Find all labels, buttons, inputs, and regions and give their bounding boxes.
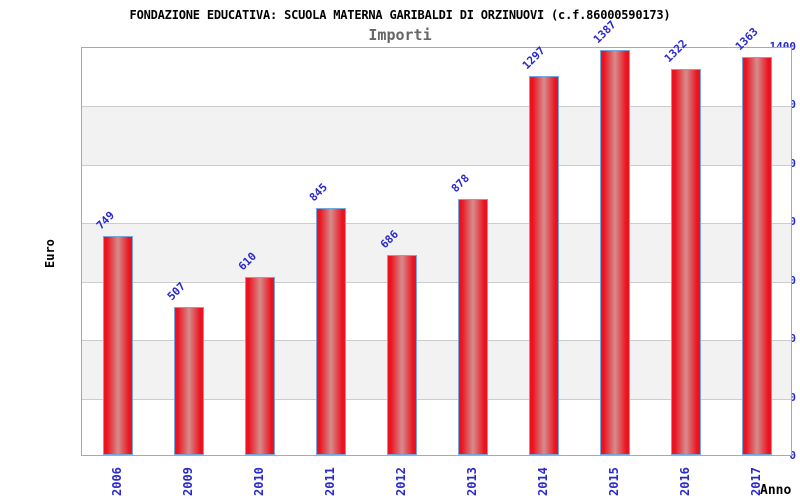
x-tick-label: 2012 <box>393 467 408 496</box>
x-tick-label: 2006 <box>109 467 124 496</box>
x-tick-label: 2016 <box>678 467 693 496</box>
x-tick-label: 2014 <box>536 467 551 496</box>
bar-2012 <box>386 254 417 455</box>
chart-title: FONDAZIONE EDUCATIVA: SCUOLA MATERNA GAR… <box>129 8 671 22</box>
y-tick-label: 0 <box>789 449 796 462</box>
x-tick-label: 2011 <box>322 467 337 496</box>
x-tick-label: 2013 <box>465 467 480 496</box>
bar-2006 <box>102 236 133 455</box>
x-tick-label: 2015 <box>607 467 622 496</box>
bar-2009 <box>173 306 204 455</box>
bar-2017 <box>742 56 773 455</box>
bar-2016 <box>671 68 702 455</box>
bar-2013 <box>458 198 489 455</box>
gridline <box>82 281 791 283</box>
x-tick-label: 2009 <box>180 467 195 496</box>
bar-2011 <box>315 208 346 455</box>
bar-2015 <box>600 49 631 455</box>
y-axis-label: Euro <box>43 239 57 268</box>
gridline <box>82 340 791 342</box>
chart-subtitle: Importi <box>368 26 432 44</box>
gridline <box>82 398 791 400</box>
gridline <box>82 164 791 166</box>
x-tick-label: 2010 <box>251 467 266 496</box>
bar-2014 <box>529 76 560 455</box>
gridline <box>82 106 791 108</box>
bar-2010 <box>244 276 275 455</box>
x-axis-label: Anno <box>760 483 792 498</box>
plot-area: 749 507 610 845 686 878 1297 1387 1322 1363 <box>81 18 792 456</box>
gridline <box>82 223 791 225</box>
